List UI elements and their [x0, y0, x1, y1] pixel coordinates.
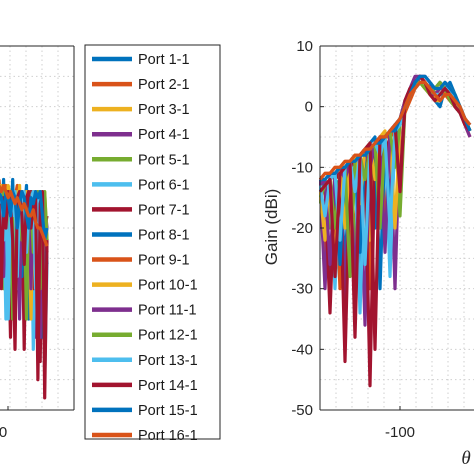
left-plot: 0	[0, 45, 75, 441]
right-plot: 10 0 -10 -20 -30 -40 -50 -100	[291, 38, 474, 441]
legend-label-7: Port 7-1	[138, 202, 190, 218]
right-y-tick-label: -10	[291, 159, 313, 176]
legend-label-3: Port 3-1	[138, 102, 190, 118]
legend-label-15: Port 15-1	[138, 403, 198, 419]
right-series-line-15	[320, 74, 472, 182]
legend-label-1: Port 1-1	[138, 52, 190, 68]
right-y-tick-label: 0	[305, 99, 313, 116]
legend-label-13: Port 13-1	[138, 353, 198, 369]
left-axes: 0	[0, 45, 75, 441]
right-y-tick-label: -40	[291, 341, 313, 358]
legend-label-10: Port 10-1	[138, 278, 198, 294]
right-x-axis-label: θ	[461, 448, 470, 469]
right-y-tick-label: -50	[291, 402, 313, 419]
right-y-tick-label: -20	[291, 220, 313, 237]
legend-label-6: Port 6-1	[138, 177, 190, 193]
right-series-line-16	[319, 80, 472, 181]
left-x-tick-label: 0	[0, 424, 7, 441]
legend-label-11: Port 11-1	[138, 303, 197, 319]
legend-label-14: Port 14-1	[138, 378, 198, 394]
left-series-group	[0, 177, 49, 400]
legend-label-4: Port 4-1	[138, 127, 190, 143]
left-series-line-14	[0, 190, 49, 400]
right-y-axis-label: Gain (dBi)	[262, 189, 281, 266]
legend-label-9: Port 9-1	[138, 253, 190, 269]
legend-label-8: Port 8-1	[138, 227, 190, 243]
right-series-group	[319, 74, 472, 388]
legend-label-16: Port 16-1	[138, 428, 198, 444]
legend-label-5: Port 5-1	[138, 152, 190, 168]
right-axes: 10 0 -10 -20 -30 -40 -50 -100	[291, 38, 474, 441]
legend-label-12: Port 12-1	[138, 328, 198, 344]
legend: Port 1-1 Port 2-1 Port 3-1 Port 4-1 Port 5-1…	[84, 44, 221, 444]
left-series-line-16	[0, 183, 49, 247]
right-y-tick-label: -30	[291, 281, 313, 298]
right-y-tick-label: 10	[296, 38, 313, 55]
right-x-tick-label: -100	[385, 424, 415, 441]
legend-label-2: Port 2-1	[138, 77, 190, 93]
